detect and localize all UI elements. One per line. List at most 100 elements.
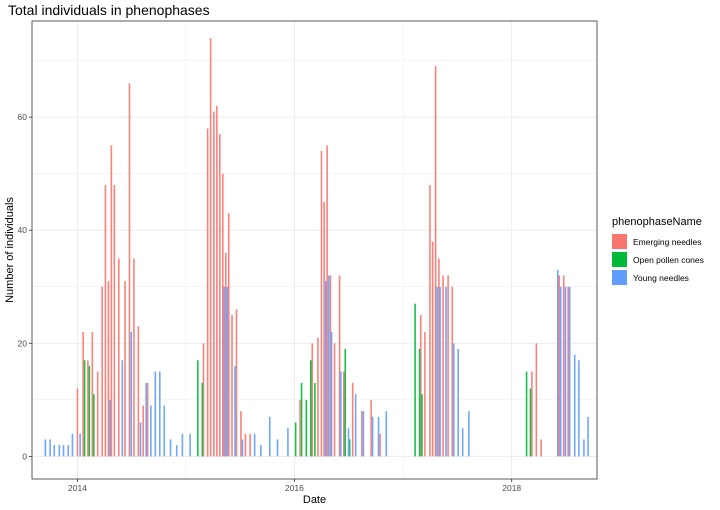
bar-young-needles [362, 411, 365, 457]
bar-emerging-needles [299, 399, 301, 457]
bar-young-needles [169, 439, 172, 457]
bar-emerging-needles [442, 275, 444, 457]
bar-open-pollen-cones [421, 394, 423, 457]
bar-emerging-needles [227, 213, 230, 457]
legend-item-open-pollen-cones: Open pollen cones [612, 251, 704, 268]
bar-emerging-needles [434, 66, 437, 457]
bar-open-pollen-cones [88, 365, 91, 457]
bar-young-needles [436, 286, 438, 457]
bar-emerging-needles [370, 399, 372, 457]
bar-emerging-needles [326, 145, 328, 457]
bar-emerging-needles [209, 37, 212, 457]
bar-young-needles [175, 445, 178, 457]
bar-emerging-needles [531, 371, 533, 457]
bar-emerging-needles [224, 252, 227, 457]
bar-emerging-needles [535, 343, 538, 457]
bar-emerging-needles [419, 315, 422, 457]
bar-young-needles [452, 343, 455, 457]
bar-young-needles [439, 286, 441, 457]
bar-emerging-needles [240, 411, 242, 457]
bar-emerging-needles [317, 337, 319, 457]
legend-swatch-emerging-needles [612, 234, 627, 249]
bar-open-pollen-cones [201, 382, 204, 457]
bar-young-needles [223, 286, 226, 457]
bar-emerging-needles [424, 331, 426, 457]
bar-emerging-needles [101, 286, 103, 457]
legend-swatch-open-pollen-cones [612, 252, 627, 267]
bar-emerging-needles [329, 275, 332, 457]
bar-young-needles [287, 428, 289, 457]
bar-emerging-needles [104, 184, 107, 457]
legend-label-open-pollen-cones: Open pollen cones [633, 254, 704, 265]
bar-young-needles [377, 416, 380, 457]
bar-emerging-needles [82, 331, 84, 457]
bar-young-needles [564, 286, 567, 457]
chart-title: Total individuals in phenophases [8, 2, 210, 18]
bar-young-needles [568, 286, 571, 457]
bar-young-needles [371, 416, 374, 457]
legend-item-young-needles: Young needles [612, 269, 704, 286]
bar-emerging-needles [244, 433, 247, 457]
x-tick-label: 2016 [285, 483, 304, 493]
bar-young-needles [145, 382, 147, 457]
bar-emerging-needles [249, 433, 251, 457]
plot-border [31, 20, 598, 480]
bar-open-pollen-cones [294, 422, 297, 457]
bar-emerging-needles [222, 173, 224, 457]
legend-label-young-needles: Young needles [633, 272, 689, 283]
bar-emerging-needles [379, 433, 381, 457]
bar-open-pollen-cones [197, 360, 199, 457]
bar-young-needles [234, 365, 236, 457]
bar-young-needles [79, 433, 81, 457]
bar-young-needles [385, 411, 388, 457]
bar-emerging-needles [320, 151, 323, 457]
bar-emerging-needles [351, 382, 354, 457]
bar-young-needles [121, 360, 124, 457]
x-tick-label: 2018 [502, 483, 521, 493]
bar-emerging-needles [562, 275, 565, 457]
bar-emerging-needles [107, 281, 110, 457]
bar-young-needles [268, 416, 271, 457]
bar-emerging-needles [342, 371, 345, 457]
bar-young-needles [53, 445, 56, 457]
x-tick-label: 2014 [68, 483, 87, 493]
bars [44, 37, 589, 457]
bar-emerging-needles [429, 184, 431, 457]
bar-open-pollen-cones [418, 348, 421, 457]
bar-emerging-needles [213, 111, 215, 457]
legend-label-emerging-needles: Emerging needles [633, 236, 702, 247]
bar-emerging-needles [110, 145, 113, 457]
bar-emerging-needles [338, 275, 341, 457]
axis-ticks: 0 20 40 60 2014 2016 2018 [18, 112, 522, 493]
bar-young-needles [324, 281, 327, 457]
bar-emerging-needles [219, 134, 221, 457]
bar-young-needles [150, 405, 152, 457]
bar-emerging-needles [113, 184, 116, 457]
bar-emerging-needles [431, 241, 434, 457]
bar-emerging-needles [117, 258, 120, 457]
bar-open-pollen-cones [529, 388, 532, 457]
bar-young-needles [445, 286, 447, 457]
bar-young-needles [154, 371, 157, 457]
bar-emerging-needles [96, 371, 99, 457]
bar-young-needles [573, 354, 576, 457]
bar-emerging-needles [323, 201, 325, 457]
bar-young-needles [181, 433, 184, 457]
bar-emerging-needles [137, 326, 140, 457]
bar-young-needles [241, 439, 244, 457]
bar-young-needles [468, 411, 470, 457]
y-tick-label: 0 [22, 451, 27, 461]
bar-emerging-needles [91, 331, 94, 457]
x-axis-title: Date [303, 494, 326, 506]
bar-emerging-needles [311, 343, 314, 457]
bar-emerging-needles [235, 309, 238, 457]
bar-emerging-needles [87, 360, 89, 457]
bar-emerging-needles [540, 439, 542, 457]
bar-young-needles [330, 331, 333, 457]
bar-open-pollen-cones [314, 382, 316, 457]
y-tick-label: 60 [18, 112, 28, 122]
bar-young-needles [226, 286, 229, 457]
bar-young-needles [62, 445, 65, 457]
bar-open-pollen-cones [93, 394, 95, 457]
